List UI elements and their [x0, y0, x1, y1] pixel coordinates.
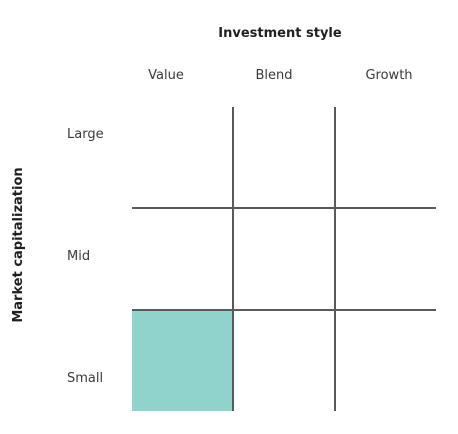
row-label-mid: Mid [67, 249, 91, 264]
column-label-blend: Blend [255, 68, 293, 83]
highlighted-cell [132, 310, 233, 411]
column-label-value: Value [148, 68, 184, 83]
diagram-title: Investment style [218, 26, 342, 41]
row-label-small: Small [67, 371, 104, 386]
column-label-growth: Growth [365, 68, 413, 83]
row-label-large: Large [67, 127, 104, 142]
